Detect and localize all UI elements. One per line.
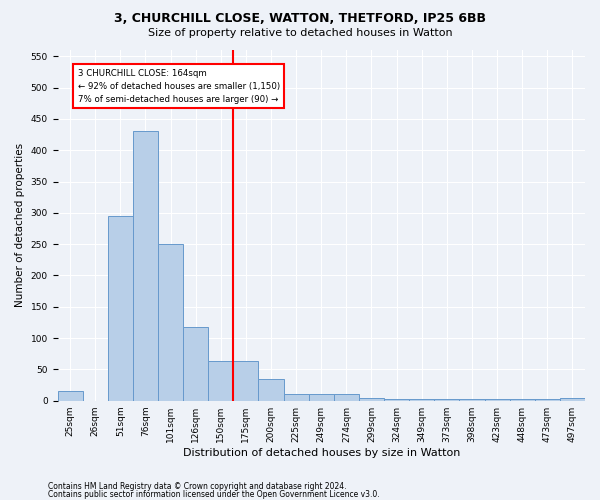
Y-axis label: Number of detached properties: Number of detached properties [15,144,25,308]
X-axis label: Distribution of detached houses by size in Watton: Distribution of detached houses by size … [182,448,460,458]
Bar [409,399,434,400]
Bar [560,398,585,400]
Text: 3, CHURCHILL CLOSE, WATTON, THETFORD, IP25 6BB: 3, CHURCHILL CLOSE, WATTON, THETFORD, IP… [114,12,486,26]
Bar [309,394,334,400]
Bar [259,379,284,400]
Bar [460,399,485,400]
Bar [359,398,384,400]
Bar [284,394,309,400]
Bar [158,244,183,400]
Bar [334,394,359,400]
Bar [58,392,83,400]
Text: 3 CHURCHILL CLOSE: 164sqm
← 92% of detached houses are smaller (1,150)
7% of sem: 3 CHURCHILL CLOSE: 164sqm ← 92% of detac… [77,69,280,104]
Bar [434,399,460,400]
Bar [509,399,535,400]
Bar [485,399,509,400]
Bar [208,362,233,401]
Bar [133,132,158,400]
Bar [535,399,560,400]
Bar [233,362,259,401]
Bar [183,327,208,400]
Bar [108,216,133,400]
Text: Contains HM Land Registry data © Crown copyright and database right 2024.: Contains HM Land Registry data © Crown c… [48,482,347,491]
Bar [384,399,409,400]
Text: Contains public sector information licensed under the Open Government Licence v3: Contains public sector information licen… [48,490,380,499]
Text: Size of property relative to detached houses in Watton: Size of property relative to detached ho… [148,28,452,38]
